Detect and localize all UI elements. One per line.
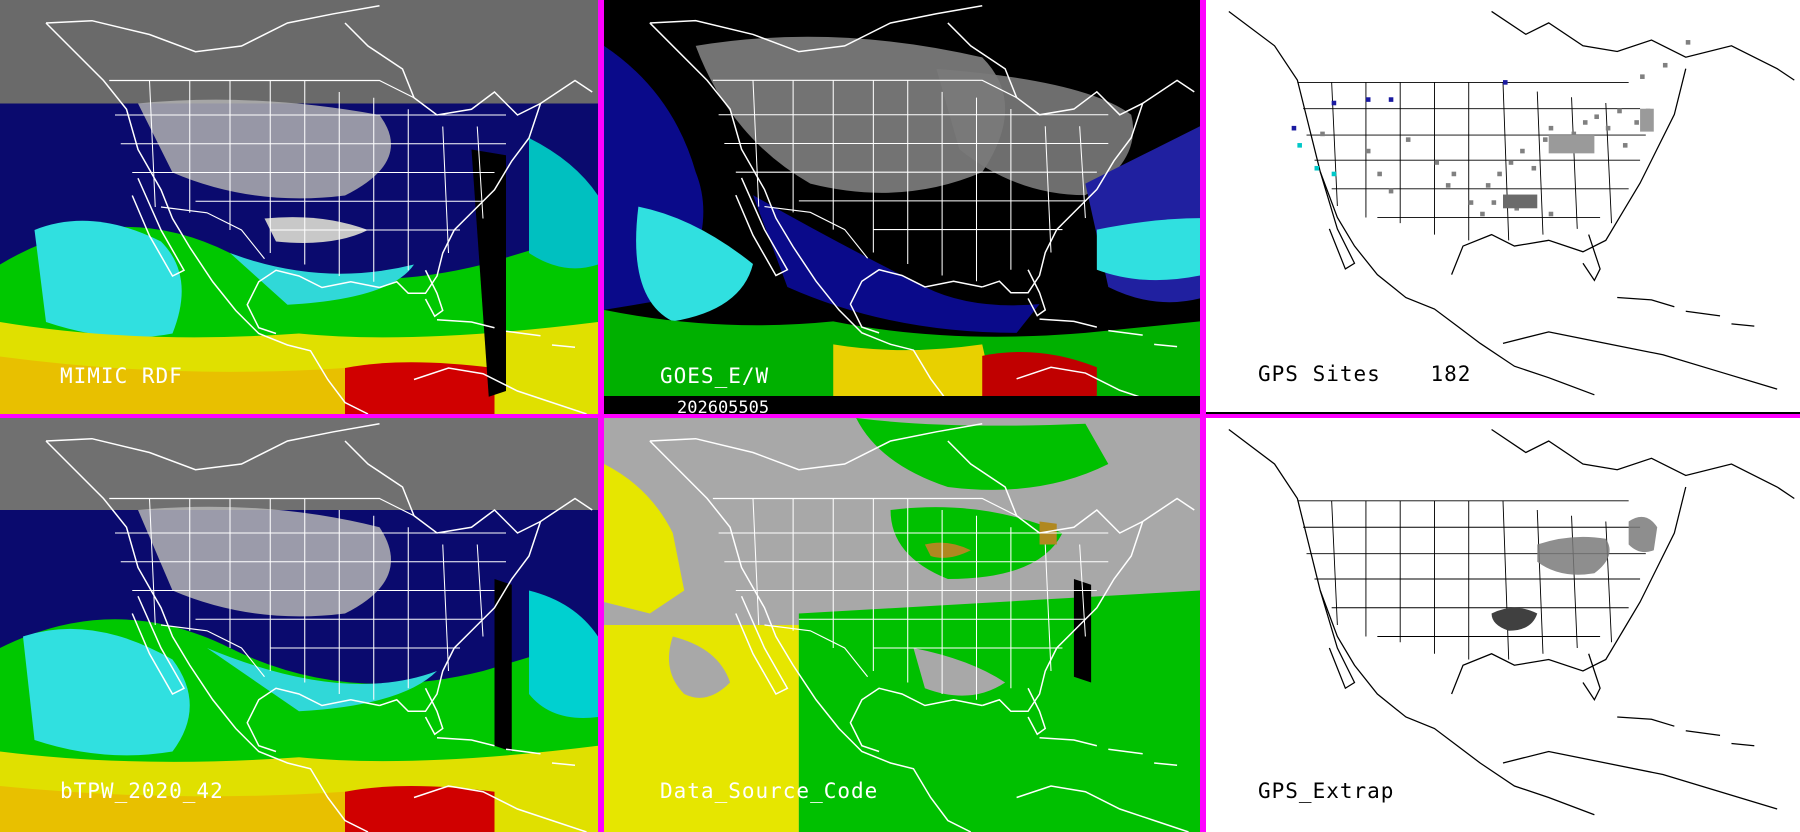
goes-label: GOES_E/W [660,364,770,388]
gps-sites-panel: GPS Sites 182 [1206,0,1800,412]
goes-map [604,0,1200,396]
data-source-panel: Data_Source_Code [604,418,1200,832]
timestamp-bar: 202605505 [667,397,1223,419]
mimic-rdf-panel: MIMIC RDF [0,0,598,414]
gps-sites-map [1206,0,1800,412]
horizontal-divider [0,414,1800,418]
gps-sites-label: GPS Sites 182 [1258,362,1471,386]
gps-extrap-label: GPS_Extrap [1258,779,1395,803]
vertical-divider-left [598,0,604,832]
gps-sites-title: GPS Sites [1258,362,1381,386]
vertical-divider-right [1200,0,1206,832]
btpw-map [0,418,598,832]
btpw-panel: bTPW_2020_42 [0,418,598,832]
data-source-map [604,418,1200,832]
gps-sites-count: 182 [1430,362,1472,386]
mimic-rdf-map [0,0,598,414]
data-source-label: Data_Source_Code [660,779,879,803]
btpw-label: bTPW_2020_42 [60,779,224,803]
goes-panel: GOES_E/W [604,0,1200,396]
gps-extrap-map [1206,418,1800,832]
gps-extrap-panel: GPS_Extrap [1206,418,1800,832]
mimic-rdf-label: MIMIC RDF [60,364,183,388]
